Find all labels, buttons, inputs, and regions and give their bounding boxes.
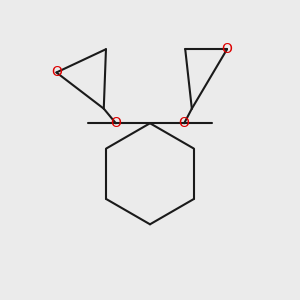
Text: O: O xyxy=(222,42,232,56)
Text: O: O xyxy=(110,116,121,130)
Text: O: O xyxy=(51,65,62,80)
Text: O: O xyxy=(179,116,190,130)
